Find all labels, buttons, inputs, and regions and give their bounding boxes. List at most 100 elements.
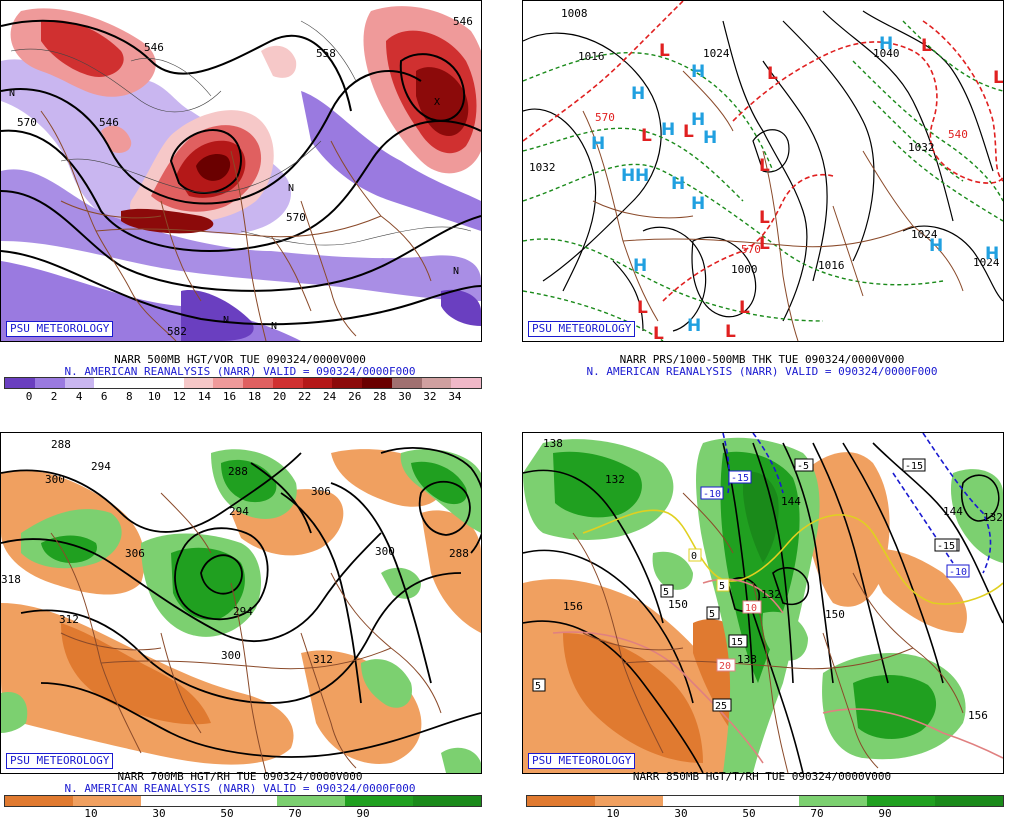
geography-borders	[582, 70, 964, 341]
contour-label: 312	[313, 653, 333, 666]
panel-subtitle: N. AMERICAN REANALYSIS (NARR) VALID = 09…	[586, 365, 938, 378]
svg-text:-15: -15	[937, 541, 955, 552]
low-marker: L	[767, 64, 778, 84]
colorbar-tick-label: 30	[152, 807, 166, 820]
temp-label-box: 0	[688, 548, 702, 562]
height-contours	[1, 447, 481, 758]
colorbar-segment	[451, 378, 481, 388]
colorbar-segment	[183, 378, 214, 388]
svg-text:5: 5	[663, 587, 669, 598]
contour-label: 294	[91, 460, 111, 473]
colorbar-tick-labels: 10 30 50 70 90	[4, 807, 480, 820]
contour-label: 558	[316, 47, 336, 60]
colorbar-tick-label: 14	[197, 390, 212, 403]
north-marker: N	[288, 183, 294, 194]
contour-label: 132	[983, 511, 1003, 524]
svg-text:10: 10	[745, 603, 757, 614]
contour-label: 318	[1, 573, 21, 586]
colorbar-segment	[5, 378, 35, 388]
psu-logo: PSU METEOROLOGY	[6, 753, 114, 769]
colorbar-segment	[34, 378, 65, 388]
colorbar-tick-label: 0	[25, 390, 33, 403]
temp-label-box: 10	[742, 600, 762, 614]
colorbar-tick-label: 24	[323, 390, 337, 403]
panel-title: NARR 700MB HGT/RH TUE 090324/0000V000	[117, 770, 363, 783]
colorbar-segment	[421, 378, 452, 388]
north-marker: N	[223, 315, 229, 326]
colorbar-segment	[124, 378, 154, 388]
vorticity-contours	[10, 20, 472, 246]
colorbar-segment	[935, 796, 1003, 806]
svg-text:10: 10	[523, 433, 535, 436]
panel-title: NARR 500MB HGT/VOR TUE 090324/0000V000	[114, 353, 366, 366]
colorbar-tick-label: 16	[222, 390, 237, 403]
panel-title: NARR PRS/1000-500MB THK TUE 090324/0000V…	[619, 353, 905, 366]
low-marker: L	[637, 298, 648, 318]
contour-label: 546	[453, 15, 473, 28]
isobar-label: 1000	[731, 263, 758, 276]
colorbar-segment	[153, 378, 184, 388]
low-marker: L	[659, 41, 670, 61]
isobar-label: 1016	[578, 50, 605, 63]
map-850mb: 138 132 156 150 138 132 144 150 156 144 …	[523, 433, 1003, 773]
colorbar-segment	[277, 796, 345, 806]
colorbar-segment	[413, 796, 481, 806]
high-marker: H	[633, 256, 647, 276]
contour-label: 582	[167, 325, 187, 338]
high-marker: H	[691, 62, 705, 82]
geography-borders	[50, 492, 442, 773]
high-marker: H	[985, 244, 999, 264]
psu-logo: PSU METEOROLOGY	[528, 321, 636, 337]
colorbar-tick-label: 70	[288, 807, 302, 820]
geography-borders	[40, 110, 432, 341]
contour-label: 546	[99, 116, 119, 129]
contour-label: 300	[45, 473, 65, 486]
svg-text:-10: -10	[703, 489, 721, 500]
high-marker: H	[621, 166, 635, 186]
north-marker: N	[453, 266, 459, 277]
colorbar-tick-label: 10	[84, 807, 98, 820]
colorbar-segment	[595, 796, 663, 806]
colorbar-tick-label: 70	[810, 807, 824, 820]
colorbar-segment	[5, 796, 73, 806]
contour-label: 288	[51, 438, 71, 451]
panel-title: NARR 850MB HGT/T/RH TUE 090324/0000V000	[632, 770, 892, 783]
colorbar-tick-label: 22	[298, 390, 312, 403]
north-marker: N	[271, 321, 277, 332]
temp-label-box: 5	[660, 584, 674, 598]
contour-label: 570	[17, 116, 37, 129]
temp-label-box: -15	[902, 458, 926, 472]
contour-label: 144	[943, 505, 963, 518]
isobar-label: 1024	[703, 47, 730, 60]
high-marker: H	[703, 128, 717, 148]
panel-500mb-vorticity: 546 558 570 582 546 570 546 N N N N N X …	[0, 0, 482, 342]
colorbar-segment	[209, 796, 277, 806]
map-700mb: 288 294 300 306 306 312 294 288 300 300 …	[1, 438, 481, 773]
temp-label-box: 20	[716, 658, 736, 672]
svg-text:20: 20	[719, 661, 731, 672]
north-marker: N	[9, 88, 15, 99]
colorbar-tick-label: 4	[75, 390, 83, 403]
geography-borders	[572, 492, 964, 773]
height-contours	[523, 442, 1003, 773]
temp-label-box: -15	[728, 470, 752, 484]
high-marker: H	[691, 194, 705, 214]
temp-label-box: -15	[934, 538, 958, 552]
temp-label-box: 10	[523, 433, 535, 436]
colorbar-segment	[73, 796, 141, 806]
svg-text:25: 25	[715, 701, 727, 712]
colorbar-segment	[272, 378, 303, 388]
contour-label: 294	[229, 505, 249, 518]
thickness-label: 570	[595, 111, 615, 124]
panel-700mb-height-rh: 288 294 300 306 306 312 294 288 300 300 …	[0, 432, 482, 774]
temp-label-box: 5	[706, 606, 720, 620]
colorbar-tick-label: 50	[220, 807, 234, 820]
low-marker: L	[739, 298, 750, 318]
colorbar-tick-label: 2	[50, 390, 58, 403]
low-marker: L	[993, 68, 1003, 88]
rh-colorbar	[4, 795, 482, 807]
low-marker: L	[759, 234, 770, 254]
svg-text:-10: -10	[949, 567, 967, 578]
colorbar-tick-label: 30	[674, 807, 688, 820]
isobar-label: 1032	[529, 161, 556, 174]
